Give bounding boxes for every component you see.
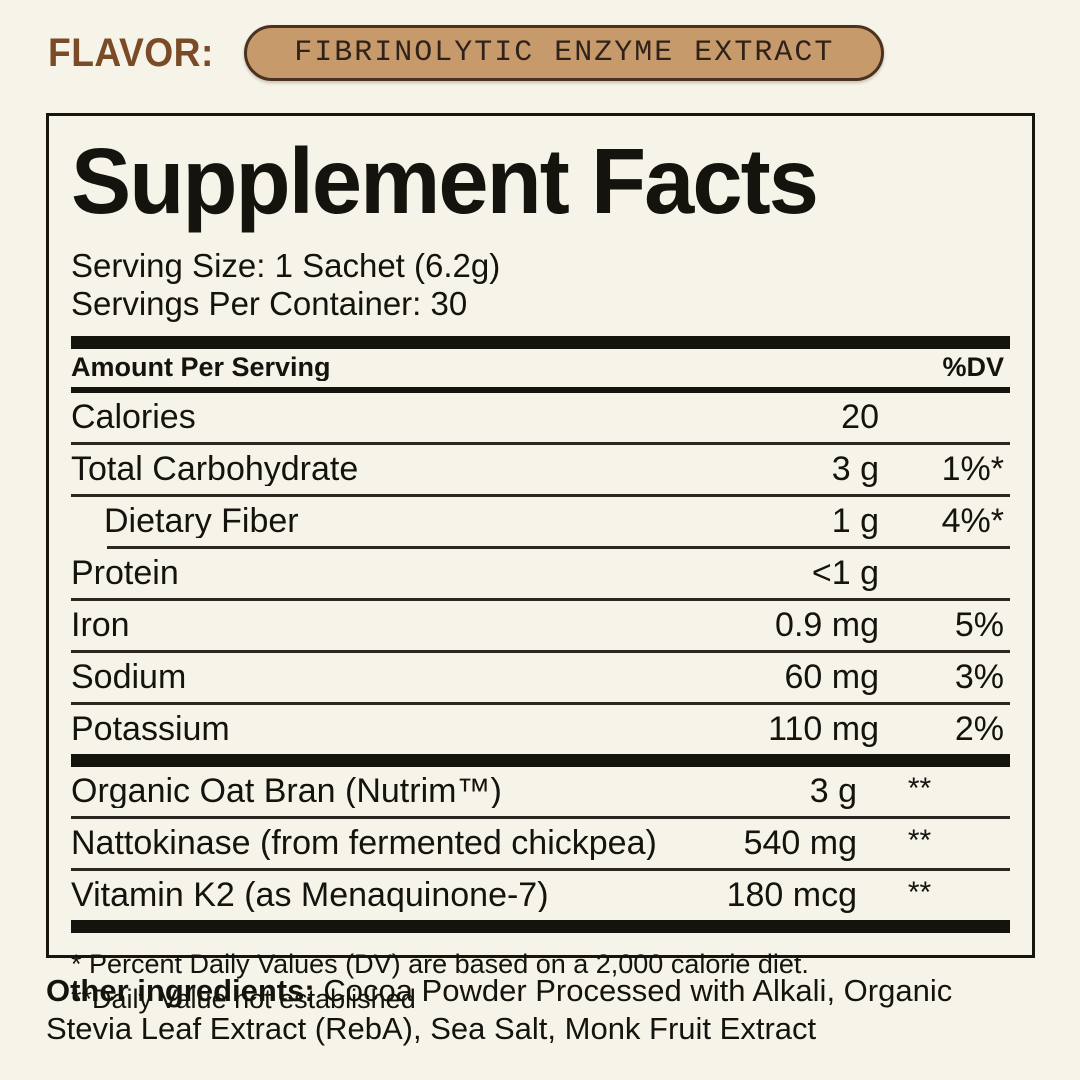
nutrient-daily-value: ** [907,824,932,858]
table-row: Iron 0.9 mg 5% [71,601,1010,650]
nutrient-daily-value: ** [907,876,932,910]
page-title: Supplement Facts [71,129,819,233]
rule-under-header [71,387,1010,394]
row-divider [71,868,1010,872]
table-row: Dietary Fiber 1 g 4%* [71,497,1010,546]
serving-info: Serving Size: 1 Sachet (6.2g) Servings P… [71,247,1010,324]
nutrient-name: Potassium [71,712,230,747]
amount-per-serving-header: Amount Per Serving [71,354,331,382]
table-header-row: Amount Per Serving %DV [71,349,1010,387]
supplement-facts-panel: Supplement Facts Serving Size: 1 Sachet … [46,113,1035,1014]
nutrient-name: Total Carbohydrate [71,452,359,487]
nutrient-name: Dietary Fiber [104,504,299,539]
active-ingredient-rows: Organic Oat Bran (Nutrim™) 3 g ** Nattokina… [71,767,1010,920]
nutrient-name: Protein [71,556,179,591]
table-row: Vitamin K2 (as Menaquinone-7) 180 mcg ** [71,871,1010,920]
flavor-label: FLAVOR: [48,30,214,75]
rule-thick-bottom [71,920,1010,934]
nutrient-amount: 540 mg [743,824,857,863]
table-row: Nattokinase (from fermented chickpea) 540… [71,819,1010,868]
table-row: Total Carbohydrate 3 g 1%* [71,445,1010,494]
row-divider [71,598,1010,602]
flavor-badge[interactable]: FIBRINOLYTIC ENZYME EXTRACT [244,25,885,81]
nutrient-daily-value: 1%* [941,450,1004,489]
row-divider [71,816,1010,820]
nutrient-amount: 60 mg [784,658,880,697]
nutrient-amount: 110 mg [768,710,879,749]
table-row: Organic Oat Bran (Nutrim™) 3 g ** [71,767,1010,816]
footnote-not-established: **Daily Value not established [71,983,416,1014]
dv-header: %DV [942,352,1004,383]
nutrient-name: Calories [71,400,196,435]
row-divider [71,650,1010,654]
table-row: Calories 20 [71,393,1010,442]
nutrient-name: Sodium [71,660,187,695]
row-divider [71,702,1010,706]
other-ingredients: Other ingredients: Cocoa Powder Processe… [46,972,1046,1049]
nutrient-daily-value: 4%* [941,502,1004,541]
nutrient-name: Organic Oat Bran (Nutrim™) [71,774,502,809]
servings-per-container: Servings Per Container: 30 [71,285,468,323]
footnotes: * Percent Daily Values (DV) are based on… [71,947,1010,1016]
table-row: Protein <1 g [71,549,1010,598]
row-divider [71,494,1010,498]
other-ingredients-label: Other ingredients: [46,973,315,1008]
nutrient-amount: <1 g [811,554,879,593]
flavor-header: FLAVOR: FIBRINOLYTIC ENZYME EXTRACT [48,22,885,84]
footnote-daily-values: * Percent Daily Values (DV) are based on… [71,949,809,980]
serving-size: Serving Size: 1 Sachet (6.2g) [71,246,501,284]
other-ingredients-text: Cocoa Powder Processed with Alkali, Orga… [46,973,953,1047]
nutrient-amount: 3 g [809,772,857,811]
rule-thick-mid [71,754,1010,768]
nutrient-amount: 20 [841,398,879,437]
nutrient-amount: 180 mcg [726,876,857,915]
table-row: Potassium 110 mg 2% [71,705,1010,754]
nutrient-name: Nattokinase (from fermented chickpea) [71,826,657,861]
nutrient-daily-value: 2% [954,710,1004,749]
nutrient-amount: 1 g [831,502,879,541]
row-divider [107,546,1010,550]
nutrient-daily-value: ** [907,772,932,806]
nutrient-name: Vitamin K2 (as Menaquinone-7) [71,878,549,913]
nutrient-rows: Calories 20 Total Carbohydrate 3 g 1%* Dietar… [71,393,1010,754]
flavor-badge-text: FIBRINOLYTIC ENZYME EXTRACT [294,36,835,70]
rule-thick-top [71,336,1010,350]
table-row: Sodium 60 mg 3% [71,653,1010,702]
nutrient-amount: 0.9 mg [775,606,879,645]
nutrient-daily-value: 3% [954,658,1004,697]
row-divider [71,442,1010,446]
nutrient-name: Iron [71,608,130,643]
nutrient-daily-value: 5% [954,606,1004,645]
nutrient-amount: 3 g [831,450,879,489]
